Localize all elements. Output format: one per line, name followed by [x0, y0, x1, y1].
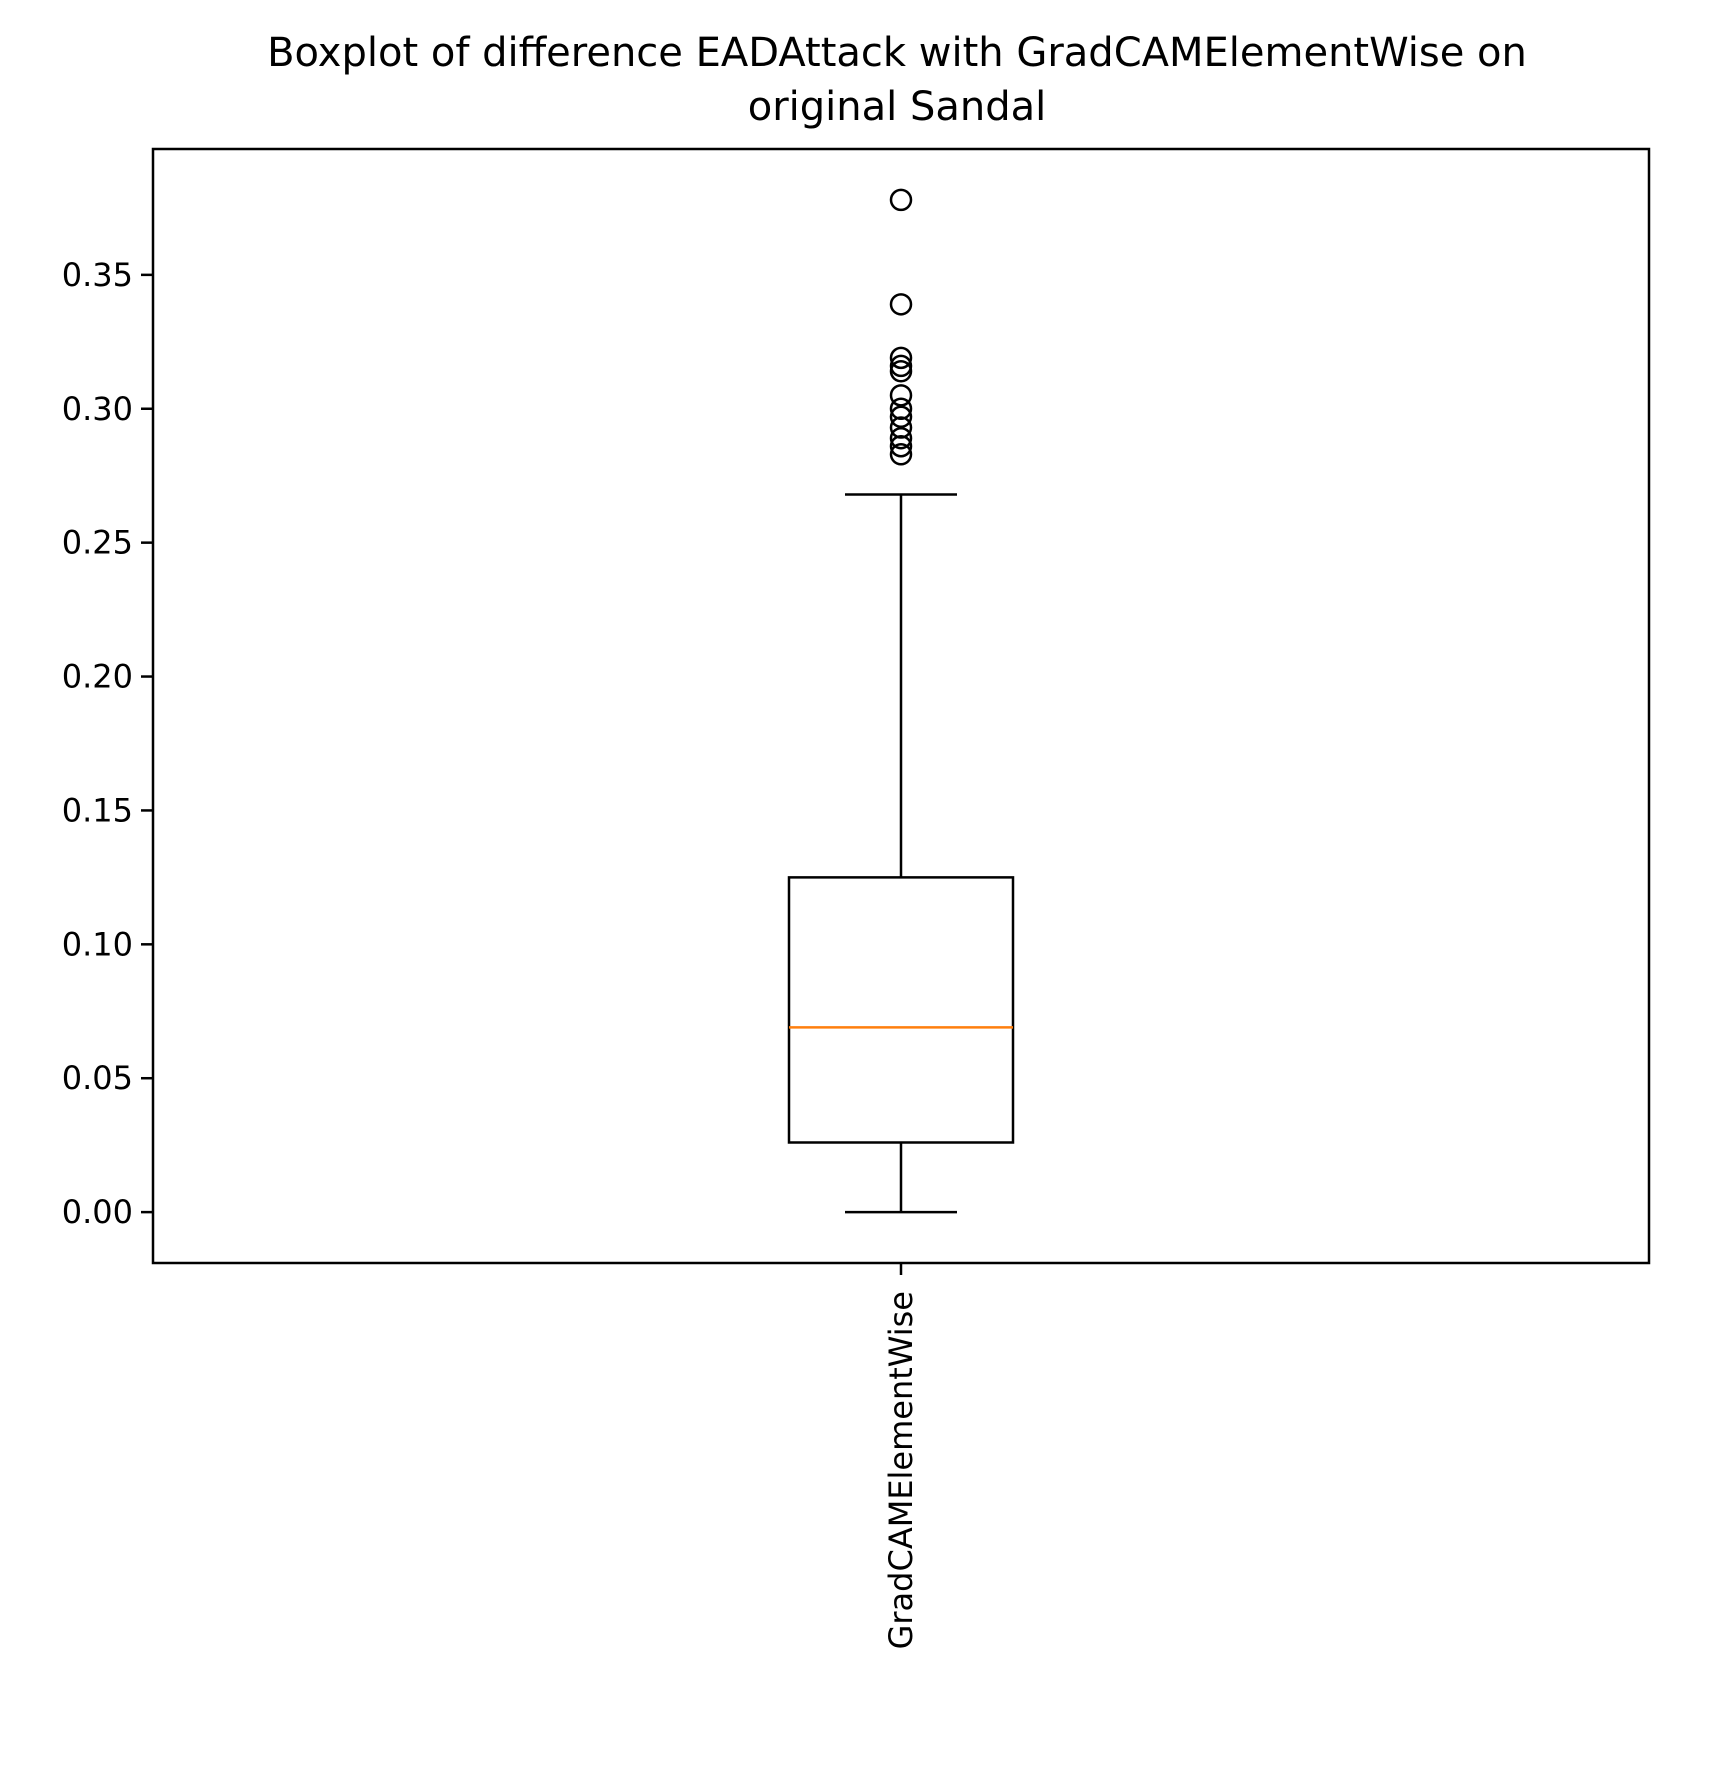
y-tick-label: 0.25 [62, 524, 133, 562]
chart-title-line-2: original Sandal [748, 84, 1047, 130]
y-tick-label: 0.20 [62, 658, 133, 696]
outlier-point [889, 416, 913, 439]
outlier-point [889, 405, 913, 429]
y-tick-label: 0.15 [62, 791, 133, 829]
outlier-point [889, 188, 913, 212]
plot-area: 0.00 0.05 0.10 0.15 0.20 0.25 0.30 0.35 GradCAME… [62, 188, 1015, 1649]
y-tick-label: 0.00 [62, 1193, 133, 1231]
y-tick-label: 0.35 [62, 256, 133, 294]
outlier-point [889, 293, 913, 316]
outlier-point [889, 426, 913, 450]
chart-title-line-1: Boxplot of difference EADAttack with Gra… [267, 30, 1527, 76]
outlier-point [889, 384, 913, 407]
y-tick-label: 0.05 [62, 1059, 133, 1097]
y-tick-label: 0.10 [62, 925, 133, 963]
outlier-point [889, 397, 913, 421]
outlier-point [889, 346, 913, 370]
outlier-point [889, 354, 913, 378]
x-tick-label: GradCAMElementWise [882, 1291, 920, 1649]
iqr-box [787, 876, 1015, 1144]
outlier-point [889, 434, 913, 458]
outlier-point [889, 443, 913, 466]
outlier-point [889, 360, 913, 383]
y-tick-label: 0.30 [62, 390, 133, 428]
axes-frame [151, 147, 1651, 1265]
